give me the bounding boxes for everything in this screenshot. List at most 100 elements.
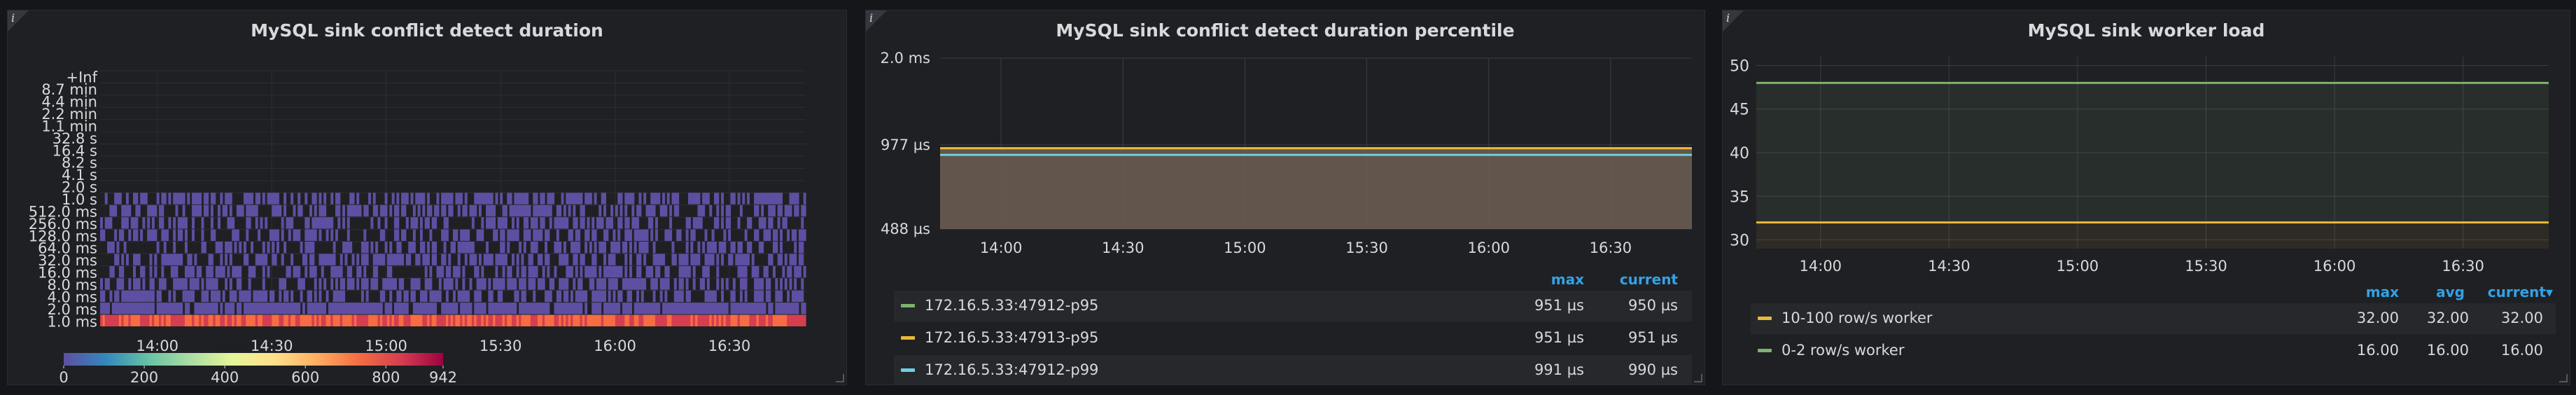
heatmap-cell xyxy=(206,314,209,326)
heatmap-cell xyxy=(431,242,435,254)
heatmap-cell xyxy=(210,314,214,326)
info-icon[interactable]: i xyxy=(869,11,874,25)
heatmap-cell xyxy=(737,217,741,229)
legend-header-max[interactable]: max xyxy=(2365,284,2399,300)
heatmap-cell xyxy=(692,303,696,314)
resize-handle[interactable] xyxy=(836,374,844,382)
heatmap-cell xyxy=(232,290,235,303)
heatmap-cell xyxy=(509,265,512,278)
heatmap-cell xyxy=(243,303,246,314)
heatmap-cell xyxy=(561,193,564,205)
heatmap-cell xyxy=(603,314,606,326)
heatmap-cell xyxy=(384,217,388,229)
heatmap-cell xyxy=(744,254,748,265)
series-color-swatch xyxy=(901,368,915,372)
panel-info-corner[interactable] xyxy=(8,11,29,32)
panel-info-corner[interactable] xyxy=(866,11,887,32)
heatmap-cell xyxy=(156,303,160,314)
heatmap-cell xyxy=(427,278,430,290)
heatmap-cell xyxy=(321,314,324,326)
heatmap-cell xyxy=(326,229,329,241)
heatmap-cell xyxy=(133,229,136,241)
heatmap-cell xyxy=(314,290,317,303)
resize-handle[interactable] xyxy=(2559,374,2568,382)
heatmap-cell xyxy=(255,303,258,314)
heatmap-cell xyxy=(243,254,246,265)
legend-row[interactable]: 172.16.5.33:47913-p95 951 µs 951 µs xyxy=(894,323,1692,354)
heatmap-cell xyxy=(269,314,272,326)
heatmap-cell xyxy=(248,303,251,314)
heatmap-cell xyxy=(253,290,256,303)
heatmap-cell xyxy=(749,303,752,314)
heatmap-cell xyxy=(419,242,423,254)
heatmap-cell xyxy=(528,265,531,278)
legend-header-avg[interactable]: avg xyxy=(2436,284,2465,300)
heatmap-cell xyxy=(638,193,642,205)
heatmap-cell xyxy=(434,242,438,254)
heatmap-cell xyxy=(756,265,760,278)
legend-row[interactable]: 10-100 row/s worker 32.00 32.00 32.00 xyxy=(1751,303,2556,334)
heatmap-cell xyxy=(424,303,428,314)
legend-header-current[interactable]: current▾ xyxy=(2469,284,2553,300)
heatmap-cell xyxy=(189,278,192,290)
heatmap-cell xyxy=(180,193,183,205)
heatmap-cell xyxy=(151,290,155,303)
heatmap-cell xyxy=(669,303,673,314)
heatmap-cell xyxy=(721,217,724,229)
heatmap-cell xyxy=(554,217,557,229)
heatmap-cell xyxy=(457,242,461,254)
heatmap-cell xyxy=(765,278,769,290)
heatmap-cell xyxy=(307,314,310,326)
legend-row[interactable]: 172.16.5.33:47912-p99 991 µs 990 µs xyxy=(894,355,1692,384)
info-icon[interactable]: i xyxy=(11,11,15,25)
heatmap-cell xyxy=(540,229,543,241)
legend-header-max[interactable]: max xyxy=(1550,271,1584,288)
resize-handle[interactable] xyxy=(1694,374,1702,382)
heatmap-cell xyxy=(163,242,167,254)
heatmap-cell xyxy=(587,193,590,205)
heatmap-cell xyxy=(610,314,614,326)
heatmap-cell xyxy=(704,229,708,241)
heatmap-cell xyxy=(340,314,343,326)
heatmap-cell xyxy=(563,205,566,217)
heatmap-cell xyxy=(464,254,468,265)
heatmap-cell xyxy=(652,303,656,314)
heatmap-cell xyxy=(620,217,623,229)
panel-info-corner[interactable] xyxy=(1723,11,1744,32)
heatmap-cell xyxy=(288,217,291,229)
heatmap-cell xyxy=(706,290,710,303)
heatmap-cell xyxy=(284,242,287,254)
heatmap-cell xyxy=(490,217,493,229)
panel-title[interactable]: MySQL sink conflict detect duration xyxy=(251,20,603,41)
panel-title[interactable]: MySQL sink worker load xyxy=(2027,20,2265,41)
heatmap-cell xyxy=(578,242,581,254)
legend-row[interactable]: 0-2 row/s worker 16.00 16.00 16.00 xyxy=(1751,335,2556,366)
heatmap-cell xyxy=(460,193,463,205)
heatmap-cell xyxy=(128,229,132,241)
heatmap-cell xyxy=(340,290,343,303)
panel-title[interactable]: MySQL sink conflict detect duration perc… xyxy=(1056,20,1515,41)
heatmap-cell xyxy=(342,303,346,314)
info-icon[interactable]: i xyxy=(1726,11,1730,25)
heatmap-cell xyxy=(533,229,536,241)
heatmap-cell xyxy=(662,278,665,290)
heatmap-cell xyxy=(262,242,265,254)
heatmap-cell xyxy=(386,314,390,326)
heatmap-cell xyxy=(220,303,223,314)
heatmap-cell xyxy=(111,205,115,217)
heatmap-cell xyxy=(587,265,590,278)
heatmap-cell xyxy=(519,314,522,326)
legend-header-current[interactable]: current xyxy=(1619,271,1678,288)
heatmap-cell xyxy=(330,303,334,314)
heatmap-cell xyxy=(615,242,618,254)
heatmap-cell xyxy=(603,290,606,303)
heatmap-cell xyxy=(128,278,132,290)
legend-row[interactable]: 172.16.5.33:47912-p95 951 µs 950 µs xyxy=(894,291,1692,321)
heatmap-cell xyxy=(780,303,783,314)
heatmap-cell xyxy=(389,303,393,314)
heatmap-cell xyxy=(182,193,186,205)
heatmap-cell xyxy=(111,303,115,314)
heatmap-cell xyxy=(114,205,118,217)
heatmap-cell xyxy=(298,265,301,278)
heatmap-cell xyxy=(422,193,426,205)
